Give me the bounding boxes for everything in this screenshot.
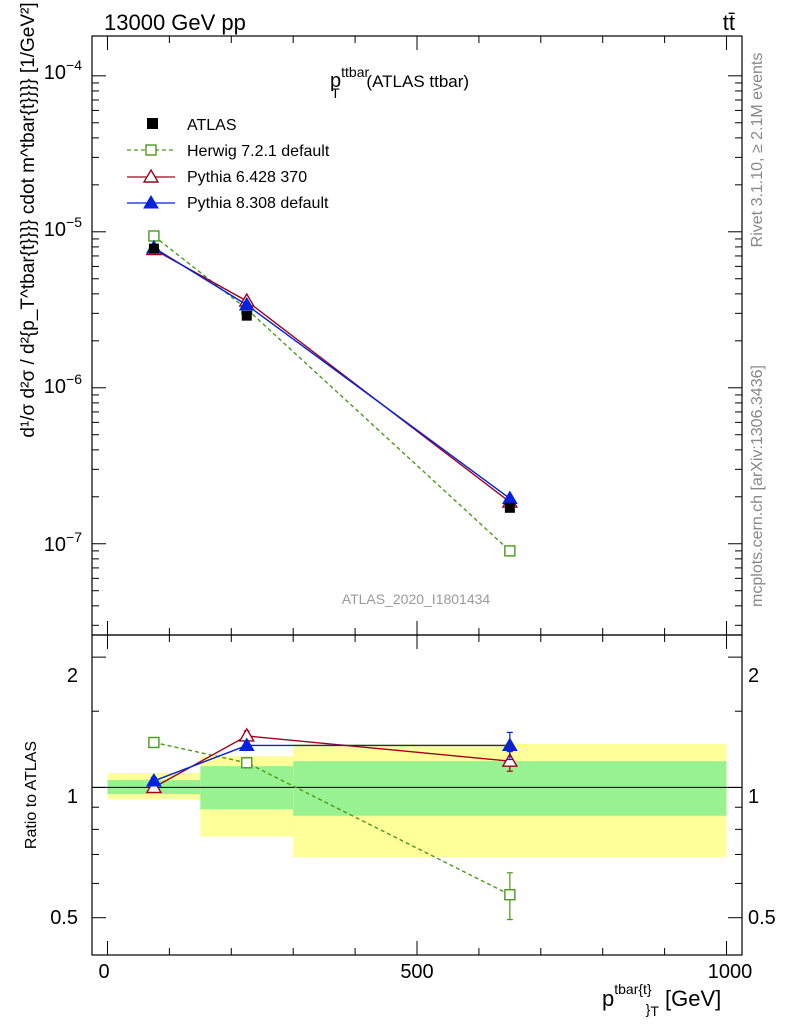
legend-marker-pythia8 (143, 195, 159, 209)
series-layer (145, 230, 519, 921)
x-tick-label-1000: 1000 (708, 961, 753, 983)
analysis-id-label: ATLAS_2020_I1801434 (342, 591, 491, 607)
ratio-point-pythia-8-308-default (238, 737, 255, 751)
main-point-herwig-7-2-1-default (148, 230, 160, 242)
rivet-version-label: Rivet 3.1.10, ≥ 2.1M events (749, 53, 766, 248)
ratio-y-tick-label-1: 1 (67, 786, 78, 808)
main-plot-title: pttbar T (ATLAS ttbar) (330, 64, 469, 101)
ratio-y-tick-label-0.5-right: 0.5 (748, 907, 776, 929)
axis-ticks (92, 36, 742, 955)
mcplots-label: mcplots.cern.ch [arXiv:1306.3436] (749, 365, 766, 607)
legend-label-atlas: ATLAS (187, 117, 237, 134)
y-tick-label-1e-6: 10−6 (44, 371, 82, 398)
header-process-label: tt̄ (723, 10, 735, 35)
legend-marker-atlas (147, 118, 158, 129)
legend-marker-pythia6 (142, 168, 160, 183)
ratio-y-tick-label-2: 2 (67, 665, 78, 687)
ratio-point-herwig-7-2-1-default (241, 757, 253, 769)
ratio-point-herwig-7-2-1-default (148, 736, 160, 749)
main-line-herwig-7-2-1-default (153, 235, 511, 552)
main-point-atlas (241, 310, 252, 321)
main-point-pythia-8-308-default (238, 296, 255, 311)
main-point-herwig-7-2-1-default (504, 545, 516, 557)
y-tick-label-1e-4: 10−4 (44, 57, 82, 84)
legend-label-pythia8: Pythia 8.308 default (187, 195, 329, 212)
y-tick-label-1e-7: 10−7 (44, 529, 82, 556)
x-tick-label-0: 0 (98, 961, 109, 983)
main-point-atlas (504, 502, 515, 513)
main-line-pythia-6-428-370 (153, 248, 511, 503)
legend-marker-herwig (145, 144, 157, 156)
header-energy-label: 13000 GeV pp (104, 10, 246, 35)
ratio-y-tick-label-0.5: 0.5 (50, 907, 78, 929)
ratio-y-tick-label-1-right: 1 (748, 786, 759, 808)
main-point-atlas (148, 243, 159, 254)
x-axis-label: ptbar{t}}T [GeV] (602, 981, 721, 1019)
legend: ATLAS Herwig 7.2.1 default Pythia 6.428 … (127, 117, 330, 212)
ratio-point-pythia-6-428-370 (501, 752, 519, 767)
legend-label-herwig: Herwig 7.2.1 default (187, 143, 330, 160)
ratio-line-herwig-7-2-1-default (153, 741, 511, 896)
ratio-point-pythia-8-308-default (501, 737, 518, 751)
ratio-point-pythia-8-308-default (146, 772, 162, 787)
y-axis-label-ratio: Ratio to ATLAS (23, 741, 40, 849)
legend-label-pythia6: Pythia 6.428 370 (187, 169, 307, 186)
y-tick-label-1e-5: 10−5 (44, 214, 82, 241)
ratio-y-tick-label-2-right: 2 (748, 665, 759, 687)
y-axis-label-main: d¹/σ d²σ / d²{p_T^tbar{t}}}} cdot m^tbar… (18, 2, 39, 437)
x-tick-label-500: 500 (400, 961, 433, 983)
ratio-point-herwig-7-2-1-default (504, 889, 516, 901)
